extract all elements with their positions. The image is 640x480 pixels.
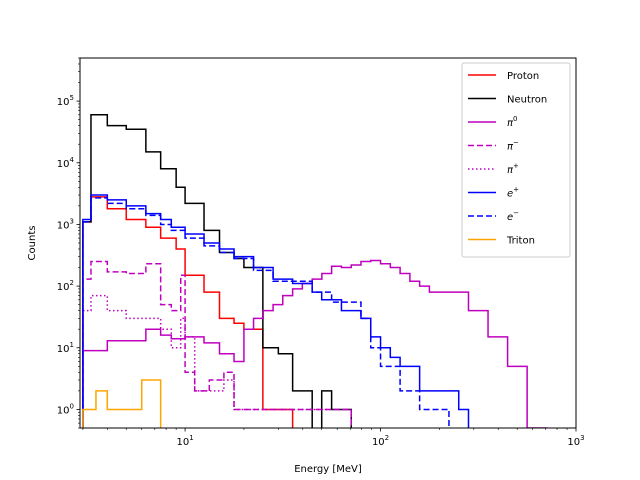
series-e--line xyxy=(82,197,450,428)
legend: Proton Neutron π0 π− π+ e+ e− Triton xyxy=(461,62,571,258)
y-tick-label: 104 xyxy=(57,156,75,170)
series-layer xyxy=(82,114,548,428)
y-axis-label: Counts xyxy=(27,226,38,261)
series---line xyxy=(82,294,352,428)
series-triton-line xyxy=(82,379,162,428)
y-tick-label: 103 xyxy=(57,217,74,231)
y-tick-label: 102 xyxy=(57,279,74,293)
y-tick-label: 100 xyxy=(57,402,74,416)
y-tick-label: 101 xyxy=(57,341,74,355)
y-tick-label: 105 xyxy=(57,94,74,108)
legend-label: π+ xyxy=(507,162,519,176)
legend-label: π0 xyxy=(507,115,518,129)
legend-label: Proton xyxy=(507,71,539,82)
x-axis-label: Energy [MeV] xyxy=(294,464,362,475)
x-tick-label: 103 xyxy=(567,434,584,448)
series-neutron-line xyxy=(82,114,352,428)
legend-label: π− xyxy=(507,139,519,153)
legend-box xyxy=(461,62,571,258)
legend-label: e− xyxy=(507,209,519,223)
x-tick-label: 102 xyxy=(372,434,389,448)
x-axis-ticks: 101 102 103 xyxy=(82,428,585,448)
x-tick-label: 101 xyxy=(176,434,193,448)
legend-label: Triton xyxy=(506,236,535,247)
series---line xyxy=(82,260,352,428)
legend-label: Neutron xyxy=(507,95,547,106)
series-e--line xyxy=(82,194,470,428)
legend-label: e+ xyxy=(507,186,519,200)
y-axis-ticks: 100 101 102 103 104 105 xyxy=(57,57,80,429)
